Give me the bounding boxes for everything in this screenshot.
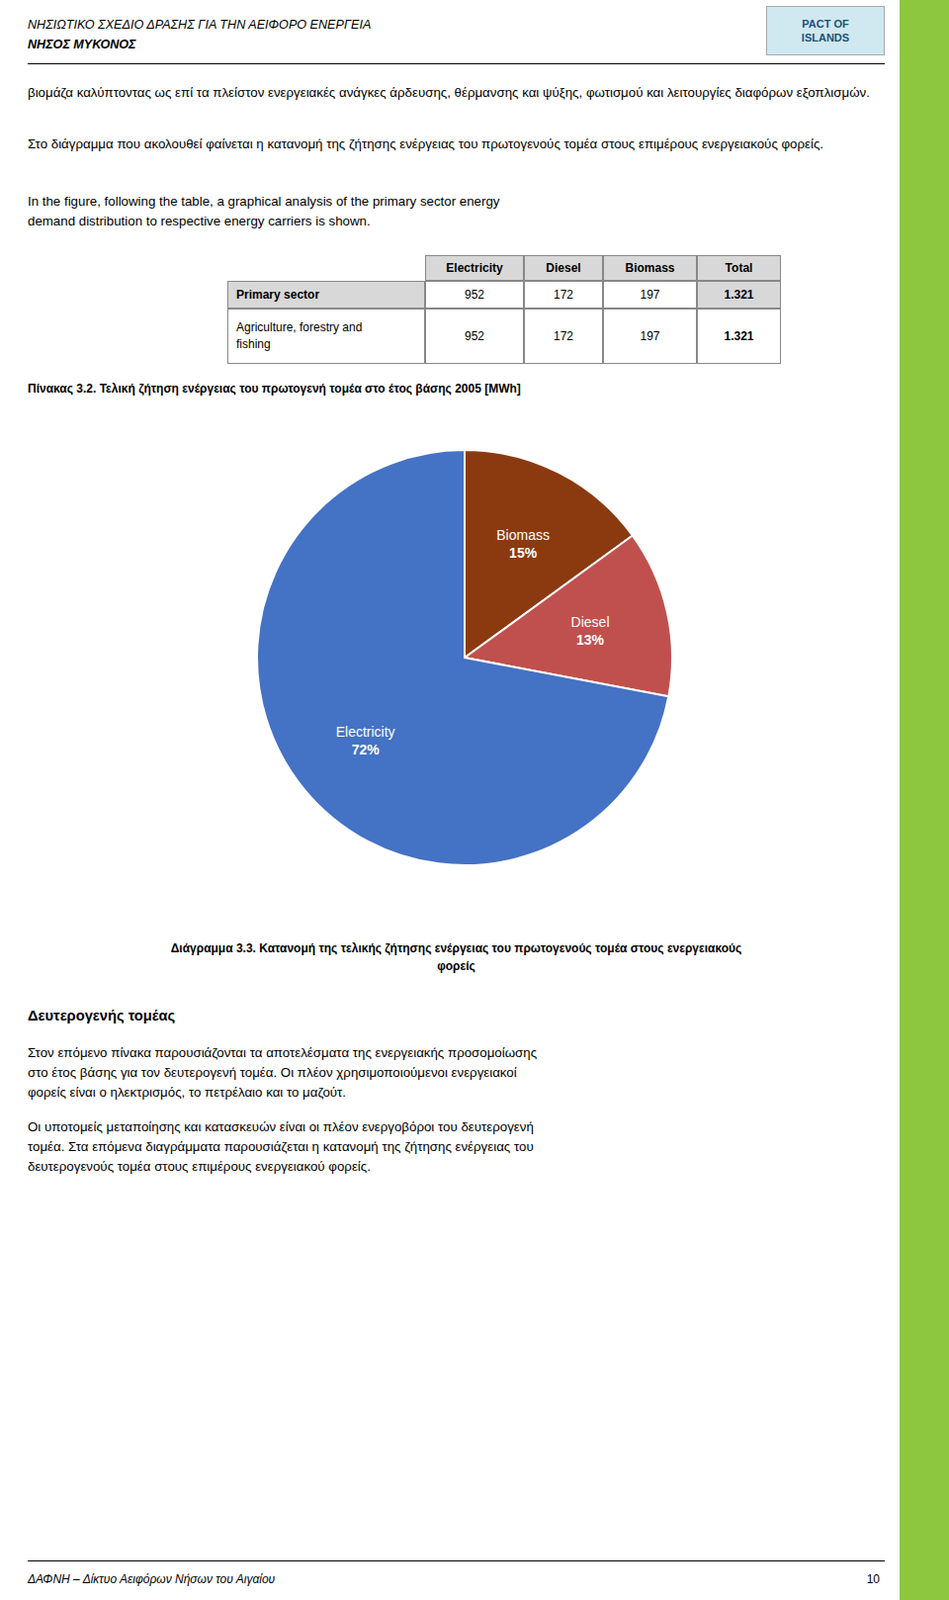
paragraph-line: στο έτος βάσης για τον δευτερογενή τομέα… bbox=[27, 1062, 885, 1082]
footer-left: ΔΑΦΝΗ – Δίκτυο Αειφόρων Νήσων του Αιγαίο… bbox=[27, 1569, 275, 1589]
chart-caption: Διάγραμμα 3.3. Κατανομή της τελικής ζήτη… bbox=[27, 939, 885, 958]
rule bbox=[27, 63, 885, 65]
logo-text: PACT OF bbox=[801, 16, 849, 31]
footer-right: 10 bbox=[0, 1569, 880, 1589]
table-row-label: Agriculture, forestry andfishing bbox=[227, 308, 426, 364]
table-cell: 172 bbox=[523, 308, 604, 364]
paragraph-line: demand distribution to respective energy… bbox=[27, 211, 885, 231]
table-row-label-line: Primary sector bbox=[236, 286, 320, 304]
header-line: ΝΗΣΟΣ ΜΥΚΟΝΟΣ bbox=[27, 35, 137, 55]
table-row-label-line: Agriculture, forestry and bbox=[236, 319, 362, 337]
pie-slice bbox=[464, 535, 673, 697]
table-header: Biomass bbox=[603, 255, 697, 281]
slice-value-label: 72% bbox=[351, 741, 381, 758]
table-cell: 1.321 bbox=[696, 280, 781, 309]
slice-value-label: 13% bbox=[576, 631, 605, 648]
table-cell: 197 bbox=[603, 308, 697, 364]
slice-value-label: 15% bbox=[509, 544, 538, 561]
pie-labels: Biomass15% Diesel13% Electricity72% bbox=[336, 526, 610, 758]
logo-text: ISLANDS bbox=[801, 30, 850, 45]
pie-slice bbox=[257, 449, 669, 865]
paragraph-line: Οι υποτομείς μεταποίησης και κατασκευών … bbox=[27, 1117, 885, 1136]
pie-wedges bbox=[257, 449, 673, 865]
pie-chart: Biomass15%Diesel13%Electricity72% bbox=[0, 0, 949, 1600]
slice-label: Electricity bbox=[336, 723, 396, 740]
table-header: Diesel bbox=[523, 255, 604, 281]
table-header: Electricity bbox=[425, 255, 524, 281]
logo: PACT OFISLANDS bbox=[766, 5, 885, 56]
table-cell: 952 bbox=[425, 308, 524, 364]
table-row-label-line: fishing bbox=[236, 336, 271, 353]
paragraph-line: φορείς είναι ο ηλεκτρισμός, το πετρέλαιο… bbox=[27, 1082, 885, 1102]
paragraph-line: Στο διάγραμμα που ακολουθεί φαίνεται η κ… bbox=[27, 134, 885, 154]
paragraph-line: βιομάζα καλύπτοντας ως επί τα πλείστον ε… bbox=[27, 83, 885, 102]
table-cell: 197 bbox=[603, 280, 697, 309]
table-row-label: Primary sector bbox=[227, 280, 426, 309]
table-caption: Πίνακας 3.2. Τελική ζήτηση ενέργειας του… bbox=[27, 379, 521, 399]
table-header: Total bbox=[696, 255, 781, 281]
slice-label: Diesel bbox=[571, 613, 610, 630]
slice-label: Biomass bbox=[496, 526, 550, 543]
table-cell: 952 bbox=[425, 280, 524, 309]
paragraph-line: δευτερογενούς τομέα στους επιμέρους ενερ… bbox=[27, 1156, 885, 1176]
chart-caption: φορείς bbox=[27, 956, 885, 976]
table-cell: 172 bbox=[523, 280, 604, 309]
paragraph-line: Στον επόμενο πίνακα παρουσιάζονται τα απ… bbox=[27, 1042, 885, 1062]
rule bbox=[27, 1559, 885, 1561]
section-header: Δευτερογενής τομέας bbox=[27, 1006, 175, 1026]
header-line: ΝΗΣΙΩΤΙΚΟ ΣΧΕΔΙΟ ΔΡΑΣΗΣ ΓΙΑ ΤΗΝ ΑΕΙΦΟΡΟ … bbox=[27, 15, 371, 35]
accent-bar bbox=[899, 0, 949, 1600]
paragraph-line: τομέα. Στα επόμενα διαγράμματα παρουσιάζ… bbox=[27, 1136, 885, 1156]
pie-slice bbox=[464, 449, 633, 658]
paragraph-line: In the figure, following the table, a gr… bbox=[27, 191, 885, 211]
table-cell: 1.321 bbox=[696, 308, 781, 364]
